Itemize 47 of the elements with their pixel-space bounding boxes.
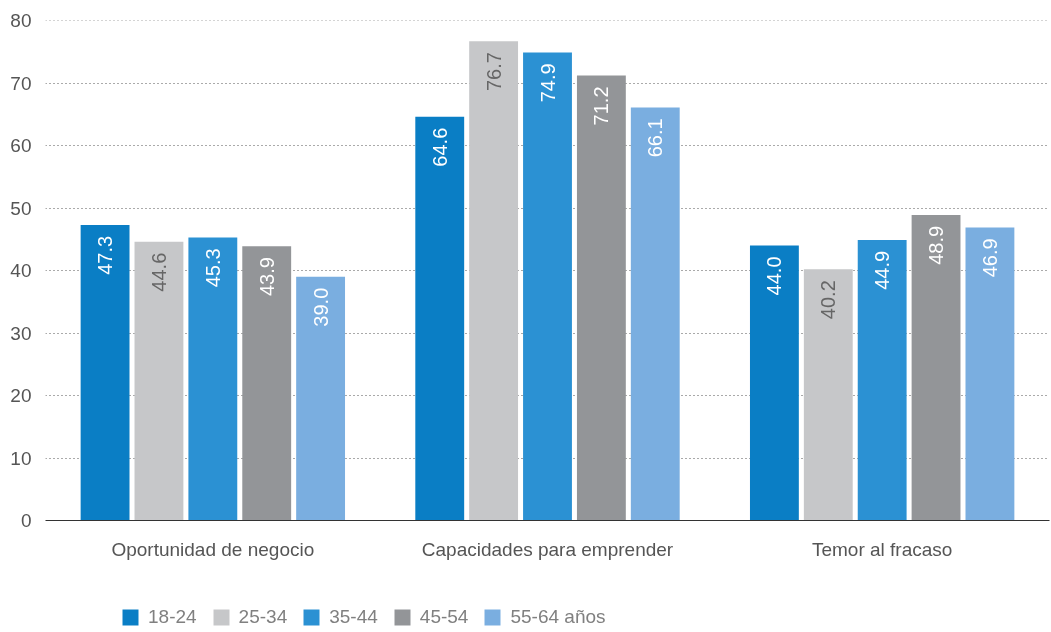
- legend-label: 25-34: [238, 606, 288, 628]
- data-label: 66.1: [644, 118, 667, 158]
- bar: [523, 52, 572, 521]
- bar: [188, 237, 238, 521]
- data-label: 44.0: [763, 256, 786, 296]
- data-label: 40.2: [817, 280, 840, 320]
- bar: [415, 116, 465, 521]
- y-tick-label: 20: [10, 385, 32, 406]
- data-label: 44.6: [147, 252, 170, 292]
- data-label: 71.2: [590, 86, 613, 126]
- bar: [965, 227, 1015, 521]
- bar: [630, 107, 680, 521]
- data-label: 47.3: [94, 235, 117, 275]
- legend-label: 18-24: [148, 606, 197, 628]
- data-label: 64.6: [428, 127, 451, 167]
- data-label: 39.0: [309, 287, 332, 327]
- x-tick-label: Temor al fracaso: [811, 538, 953, 560]
- data-label: 74.9: [536, 63, 559, 103]
- bar: [911, 214, 961, 521]
- x-tick-label: Capacidades para emprender: [421, 538, 674, 560]
- bar: [80, 224, 130, 521]
- y-tick-label: 60: [10, 135, 32, 156]
- x-tick-label: Oportunidad de negocio: [111, 538, 315, 560]
- legend-label: 55-64 años: [510, 606, 606, 628]
- legend-label: 45-54: [419, 606, 469, 628]
- data-label: 46.9: [978, 238, 1001, 278]
- y-tick-label: 50: [10, 197, 32, 219]
- data-label: 48.9: [925, 225, 948, 265]
- bar: [469, 41, 519, 521]
- y-tick-label: 30: [10, 322, 32, 344]
- bar: [134, 241, 184, 521]
- bar: [576, 75, 626, 521]
- y-tick-label: 0: [20, 510, 32, 531]
- bar: [242, 246, 292, 521]
- bar: [803, 269, 853, 521]
- data-label: 76.7: [482, 52, 505, 92]
- bar: [296, 276, 346, 521]
- y-tick-label: 10: [10, 447, 32, 469]
- y-tick-label: 70: [10, 72, 32, 94]
- y-tick-label: 40: [10, 260, 32, 281]
- data-label: 44.9: [871, 250, 894, 290]
- y-tick-label: 80: [10, 10, 32, 31]
- legend-label: 35-44: [329, 606, 378, 628]
- data-label: 45.3: [201, 248, 224, 288]
- bar: [749, 245, 799, 521]
- bar: [857, 239, 907, 521]
- data-label: 43.9: [255, 257, 278, 297]
